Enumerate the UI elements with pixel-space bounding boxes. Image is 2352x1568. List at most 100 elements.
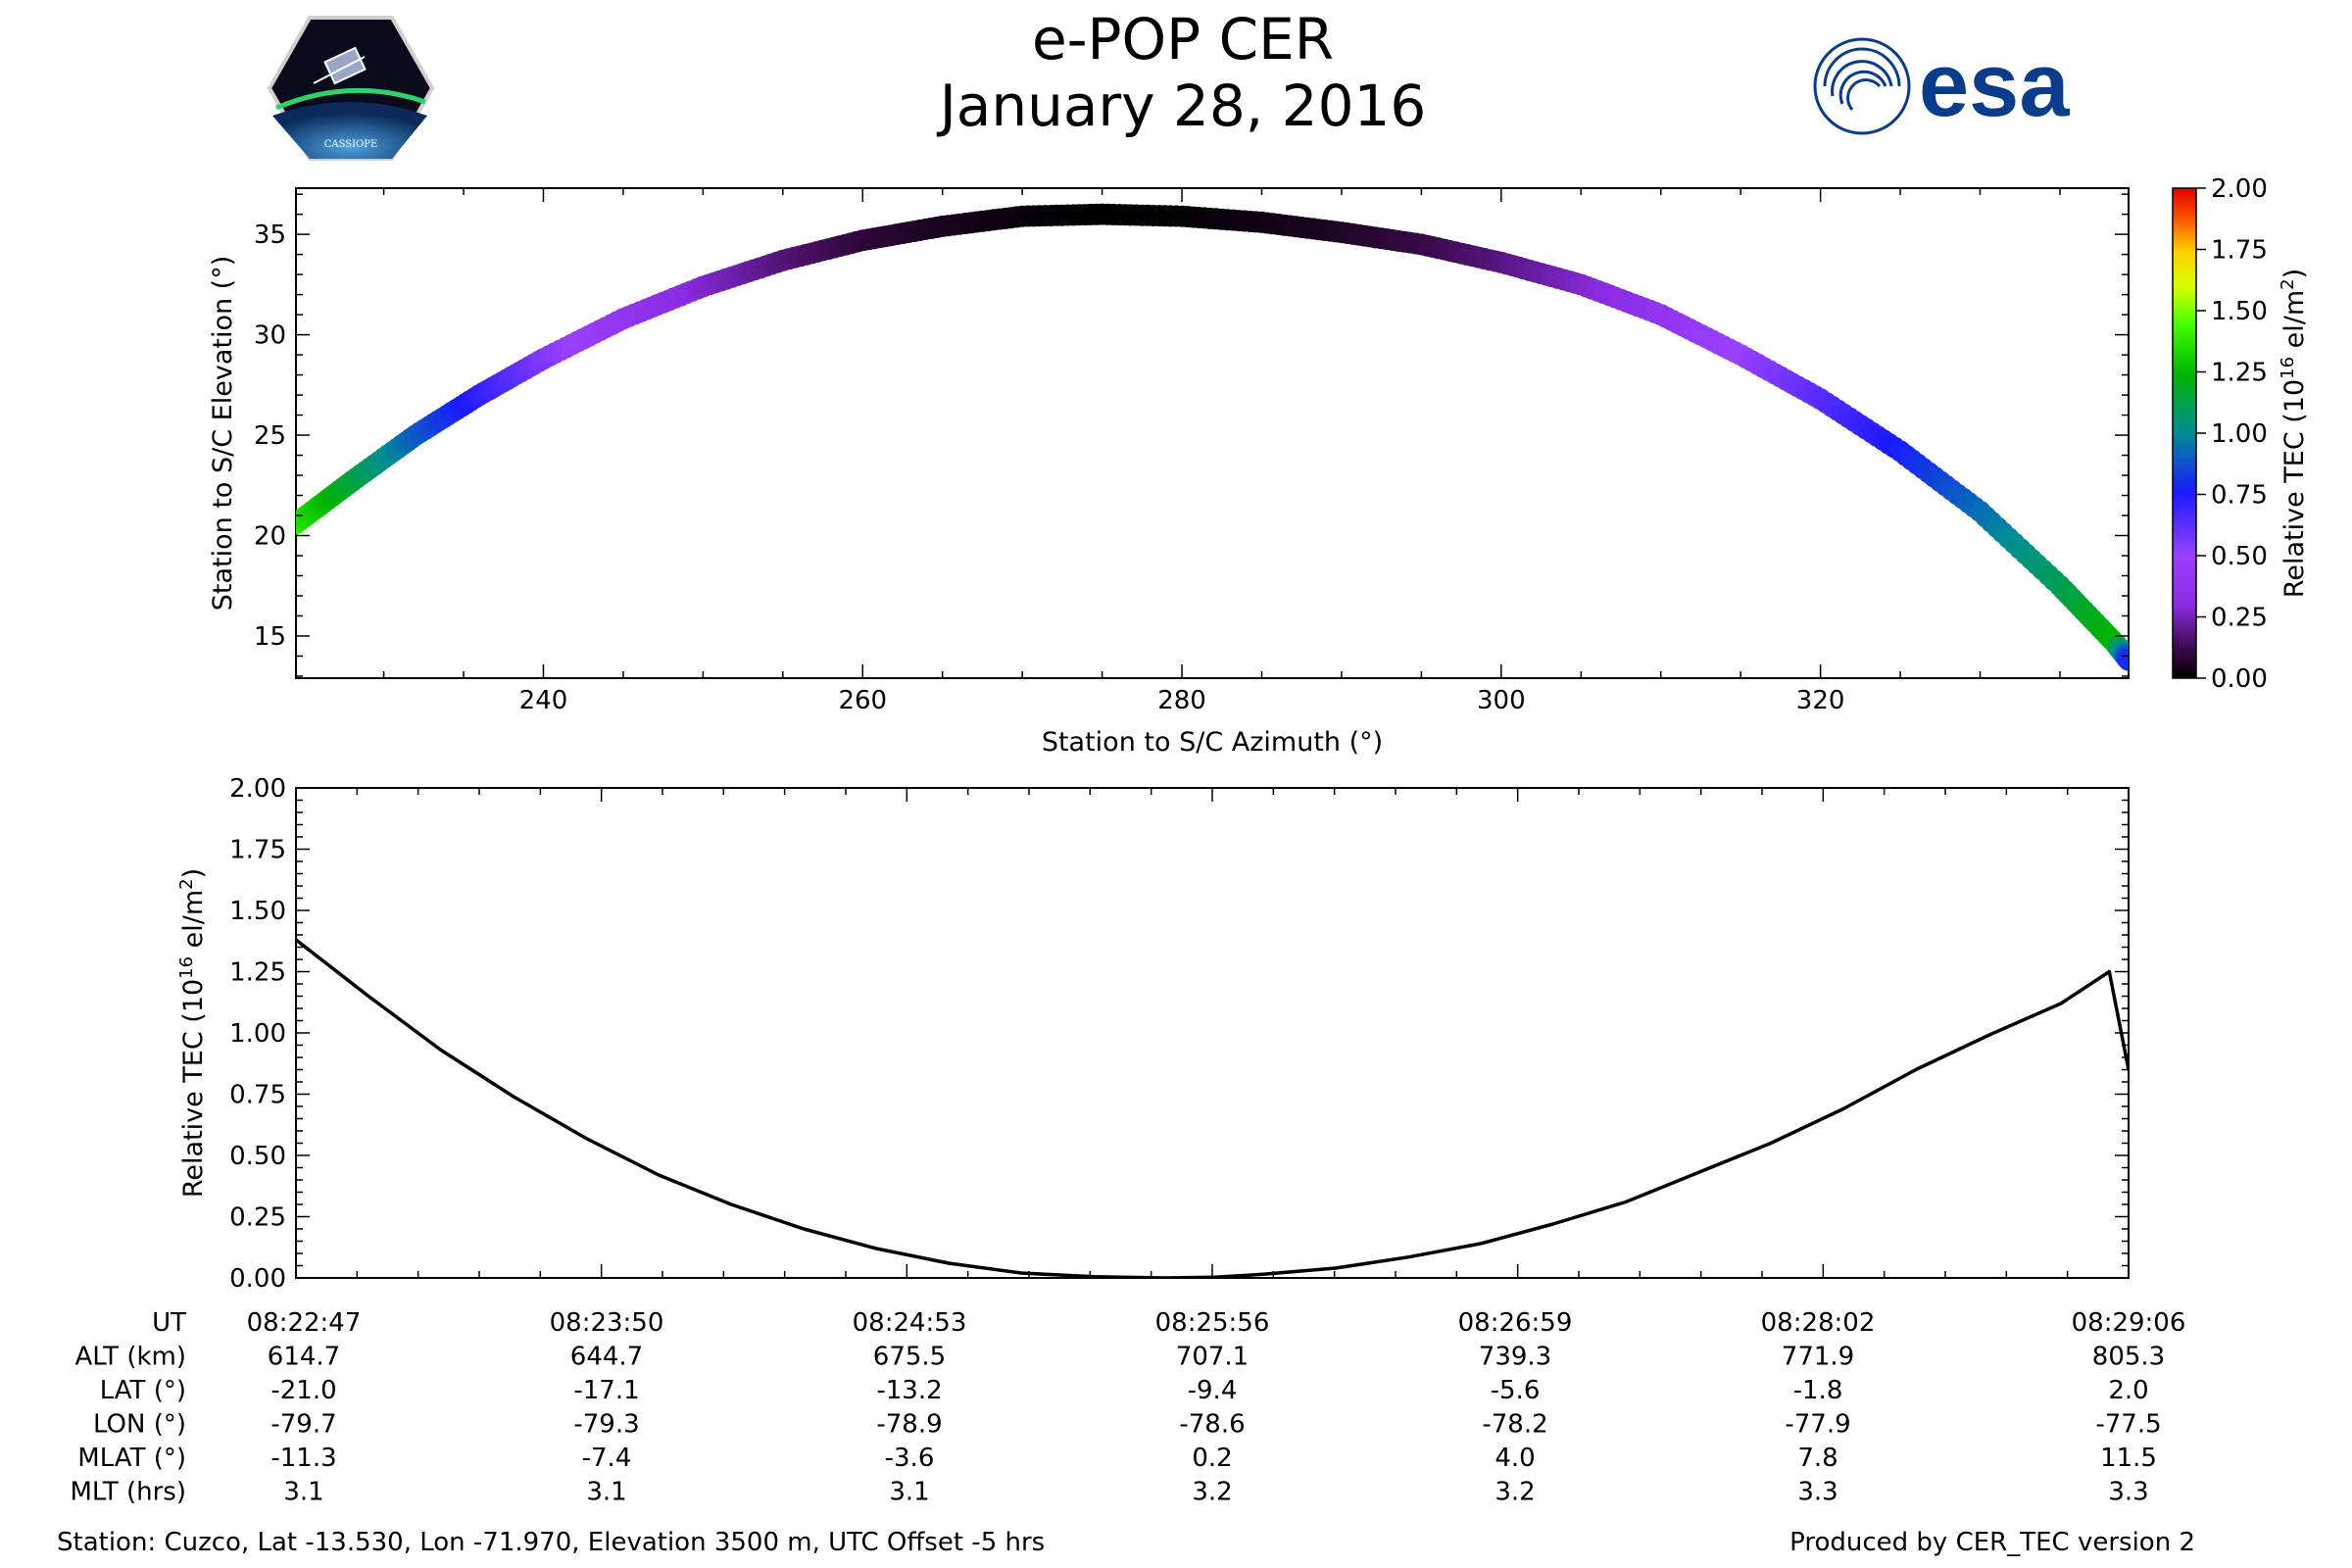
y-tick-label: 15 (254, 622, 286, 652)
y-tick-label: 30 (254, 321, 286, 351)
tec-plot-frame (295, 787, 2130, 1279)
table-cell: -77.5 (2095, 1410, 2161, 1440)
table-cell: 644.7 (570, 1343, 643, 1372)
chart-date: January 28, 2016 (937, 73, 1427, 139)
colorbar-ticks: 2.00 1.75 1.50 1.25 1.00 0.75 0.50 0.25 0.00 (2196, 174, 2268, 694)
y-tick-label: 1.50 (229, 897, 286, 926)
x-tick-label: 320 (1796, 686, 1845, 715)
elevation-plot: 240 260 280 300 320 15 20 25 30 35 Station to S/C… (208, 187, 2130, 758)
tec-line (296, 938, 2129, 1278)
table-cell: 3.1 (283, 1478, 323, 1507)
cassiope-logo: CASSIOPE (267, 16, 435, 161)
tec-series-line (296, 938, 2129, 1278)
table-cell: -3.6 (885, 1444, 935, 1473)
colorbar-tick-label: 2.00 (2211, 174, 2268, 204)
table-cell: -79.3 (573, 1410, 639, 1440)
table-cell: -7.4 (582, 1444, 632, 1473)
satellite-boom-icon (313, 56, 366, 84)
table-cell: -77.9 (1785, 1410, 1850, 1440)
colorbar-tick-label: 1.00 (2211, 419, 2268, 449)
table-cell: -9.4 (1188, 1376, 1238, 1405)
table-cell: -13.2 (876, 1376, 942, 1405)
table-cell: 3.3 (2108, 1478, 2148, 1507)
y-tick-label: 1.25 (229, 958, 286, 988)
table-cell: -11.3 (270, 1444, 336, 1473)
table-cell: 08:25:56 (1155, 1308, 1270, 1338)
table-cell: 11.5 (2100, 1444, 2157, 1473)
table-cell: 08:26:59 (1458, 1308, 1573, 1338)
table-cell: 707.1 (1176, 1343, 1249, 1372)
colorbar-label-main: Relative TEC (10 (2279, 379, 2310, 598)
colorbar-tick-label: 0.50 (2211, 542, 2268, 571)
y-tick-label: 0.50 (229, 1142, 286, 1171)
table-cell: 3.1 (889, 1478, 929, 1507)
colorbar-label-exp2: 2 (2278, 278, 2298, 289)
table-row-label: LAT (°) (100, 1376, 186, 1405)
table-cell: 2.0 (2108, 1376, 2148, 1405)
tec-plot-ylabel: Relative TEC (1016 el/m2) (176, 868, 209, 1198)
colorbar-label: Relative TEC (1016 el/m2) (2278, 269, 2310, 598)
esa-logo-globe-icon (1813, 37, 1911, 135)
table-cell: -78.9 (876, 1410, 942, 1440)
table-cell: -21.0 (270, 1376, 336, 1405)
colorbar: 2.00 1.75 1.50 1.25 1.00 0.75 0.50 0.25 0.00 Rel… (2172, 174, 2310, 694)
table-cell: 3.1 (586, 1478, 626, 1507)
y-tick-label: 0.75 (229, 1081, 286, 1110)
colorbar-label-exp: 16 (2278, 357, 2298, 379)
chart-title: e-POP CER (1032, 6, 1334, 73)
colorbar-tick-label: 0.75 (2211, 481, 2268, 511)
table-cell: 08:23:50 (550, 1308, 664, 1338)
earth-icon (272, 102, 427, 159)
colorbar-label-close: ) (2279, 269, 2310, 279)
table-cell: 7.8 (1797, 1444, 1838, 1473)
table-cell: 3.3 (1797, 1478, 1838, 1507)
y-tick-label: 35 (254, 220, 286, 250)
table-cell: 0.2 (1192, 1444, 1232, 1473)
table-cell: 08:29:06 (2072, 1308, 2186, 1338)
table-cell: 739.3 (1479, 1343, 1551, 1372)
elevation-plot-xlabel: Station to S/C Azimuth (°) (1042, 727, 1383, 758)
table-cell: 4.0 (1494, 1444, 1535, 1473)
tec-ylabel-unit: el/m (178, 890, 209, 956)
colorbar-tick-label: 1.25 (2211, 359, 2268, 388)
tec-ylabel-close: ) (178, 868, 209, 879)
tec-plot: 0.00 0.25 0.50 0.75 1.00 1.25 1.50 1.75 2.00 Rel… (176, 774, 2130, 1294)
table-cell: -78.6 (1179, 1410, 1245, 1440)
esa-logo-swirl-icon (1823, 47, 1901, 111)
colorbar-tick-label: 1.75 (2211, 236, 2268, 266)
x-tick-label: 280 (1157, 686, 1206, 715)
table-row-label: LON (°) (93, 1410, 186, 1440)
esa-logo-text: esa (1919, 35, 2070, 135)
colorbar-tick-label: 1.50 (2211, 297, 2268, 326)
table-cell: 771.9 (1782, 1343, 1854, 1372)
y-tick-label: 1.00 (229, 1019, 286, 1049)
table-cell: 08:24:53 (853, 1308, 967, 1338)
table-cell: 3.2 (1494, 1478, 1535, 1507)
esa-logo: esa (1813, 35, 2070, 135)
y-tick-label: 0.25 (229, 1203, 286, 1233)
y-tick-label: 2.00 (229, 774, 286, 804)
footer-station: Station: Cuzco, Lat -13.530, Lon -71.970… (57, 1528, 1045, 1557)
y-tick-label: 1.75 (229, 836, 286, 865)
elevation-plot-ylabel: Station to S/C Elevation (°) (208, 256, 238, 612)
footer-produced-by: Produced by CER_TEC version 2 (1789, 1528, 2195, 1557)
elevation-plot-frame (295, 187, 2130, 679)
table-cell: 805.3 (2092, 1343, 2165, 1372)
x-tick-label: 260 (838, 686, 887, 715)
table-cell: 08:22:47 (247, 1308, 362, 1338)
table-cell: -5.6 (1491, 1376, 1541, 1405)
table-row-label: MLT (hrs) (71, 1478, 187, 1507)
table-cell: -17.1 (573, 1376, 639, 1405)
ephemeris-table: UT 08:22:47 08:23:50 08:24:53 08:25:56 08:26:… (71, 1308, 2186, 1507)
table-cell: -78.2 (1482, 1410, 1547, 1440)
y-tick-label: 25 (254, 421, 286, 451)
elevation-track (296, 203, 2129, 671)
tec-ylabel-main: Relative TEC (10 (178, 979, 209, 1198)
table-row-label: ALT (km) (74, 1343, 186, 1372)
tec-plot-ticks: 0.00 0.25 0.50 0.75 1.00 1.25 1.50 1.75 2.00 (229, 774, 2130, 1294)
colorbar-gradient (2172, 187, 2197, 679)
tec-ylabel-exp2: 2 (176, 878, 197, 889)
cassiope-logo-text: CASSIOPE (324, 139, 378, 150)
table-cell: 675.5 (873, 1343, 946, 1372)
